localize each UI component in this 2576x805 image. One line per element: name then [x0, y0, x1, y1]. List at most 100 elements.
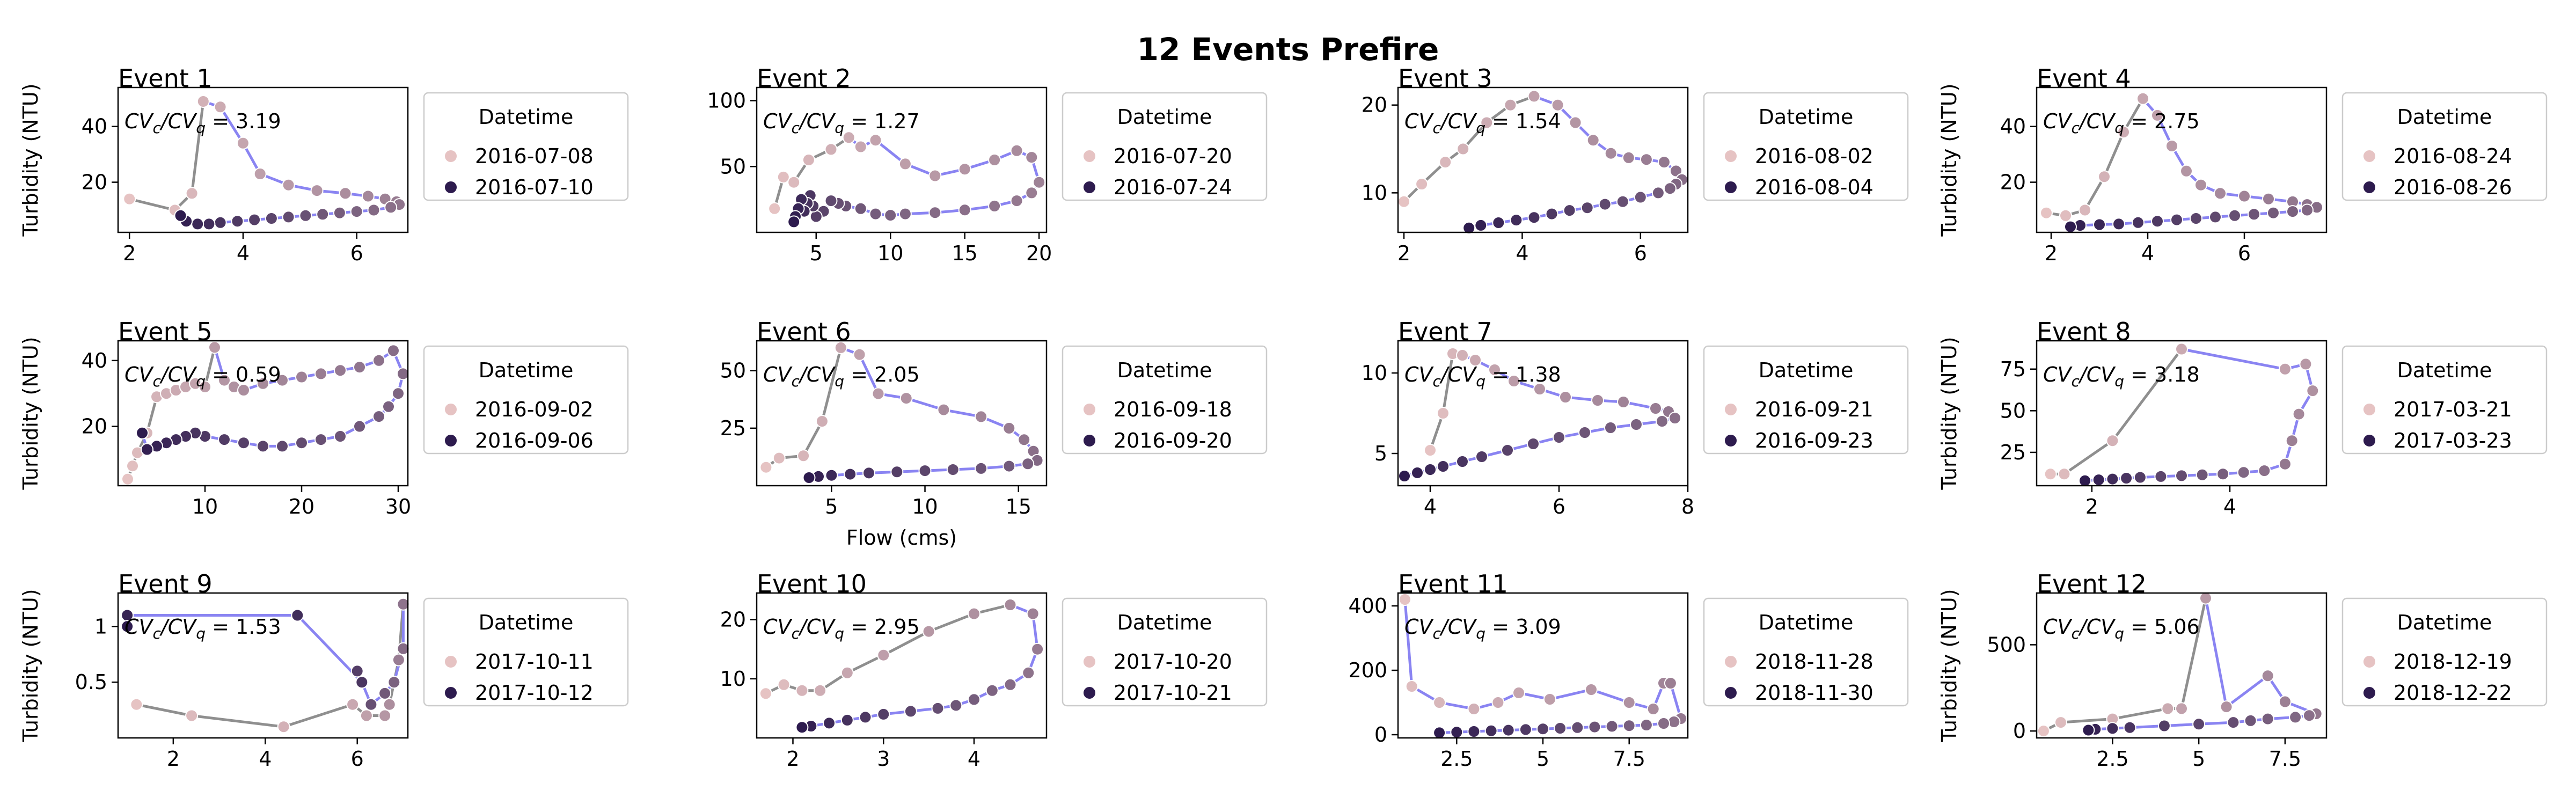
data-point [2098, 170, 2111, 184]
data-point [2258, 464, 2271, 478]
data-point [2289, 711, 2302, 724]
legend-title: Datetime [2397, 611, 2492, 634]
data-point [1604, 421, 1617, 434]
data-point [378, 709, 392, 722]
legend-label: 2016-07-08 [475, 144, 594, 168]
plot-frame [117, 592, 409, 739]
cv-ratio-annotation: CVc/CVq = 0.59 [125, 363, 281, 390]
y-axis-label: Turbidity (NTU) [19, 589, 42, 742]
data-point [815, 415, 829, 428]
data-point [360, 709, 373, 722]
y-tick-label: 20 [82, 171, 107, 194]
data-point [237, 384, 250, 397]
data-point [1527, 211, 1541, 224]
data-point [378, 686, 392, 700]
x-tick-label: 2 [2045, 241, 2058, 265]
x-tick-label: 7.5 [2269, 747, 2301, 771]
data-point [1437, 407, 1450, 420]
data-point [1010, 194, 1023, 208]
data-point [854, 140, 867, 153]
data-point [1450, 726, 1463, 739]
subplot-title: Event 9 [118, 569, 213, 598]
data-point [922, 625, 935, 638]
legend-label: 2018-12-22 [2394, 681, 2512, 705]
x-tick-label: 15 [952, 241, 978, 265]
data-point [2262, 192, 2275, 206]
data-point [1605, 720, 1619, 733]
data-point [823, 716, 836, 730]
data-point [2151, 108, 2164, 122]
data-point [931, 701, 945, 715]
x-tick-label: 20 [289, 495, 314, 518]
y-axis-label: Turbidity (NTU) [19, 83, 42, 237]
data-point [1657, 717, 1670, 730]
data-point [387, 676, 401, 689]
falling-limb-line [2088, 598, 2321, 731]
subplot-6: 5 10 15 25 50 Event 6 CVc/CVq = 2.05 Datetime 20… [720, 317, 1268, 550]
data-point [196, 95, 210, 108]
data-point [383, 698, 396, 711]
data-point [218, 433, 231, 447]
y-tick-label: 0 [1374, 723, 1387, 747]
data-point [862, 466, 875, 480]
x-tick-label: 6 [351, 747, 364, 771]
data-point [346, 698, 360, 711]
legend-title: Datetime [2397, 105, 2492, 129]
legend-marker [1082, 434, 1096, 448]
legend-label: 2016-08-02 [1755, 144, 1874, 168]
data-point [1571, 721, 1584, 734]
data-point [2120, 472, 2133, 485]
data-point [214, 100, 227, 114]
data-point [141, 443, 153, 456]
data-point [1512, 686, 1525, 699]
data-point [276, 440, 289, 453]
legend-marker [1724, 655, 1738, 669]
data-point [236, 136, 250, 150]
subplot-title: Event 6 [757, 317, 851, 346]
legend-marker [444, 434, 458, 448]
x-tick-label: 10 [192, 495, 218, 518]
x-tick-label: 4 [237, 241, 250, 265]
x-tick-label: 2 [167, 747, 180, 771]
x-tick-label: 4 [1516, 241, 1528, 265]
subplot-1: 2 4 6 20 40 Event 1 CVc/CVq = 3.19 Datetime 2016… [19, 64, 629, 265]
x-tick-label: 2.5 [2096, 747, 2128, 771]
data-point [1553, 431, 1565, 444]
data-point [1026, 607, 1040, 620]
plot-frame [117, 340, 409, 487]
data-point [1622, 151, 1635, 164]
legend-marker [1724, 180, 1738, 194]
x-tick-label: 2 [786, 747, 799, 771]
data-point [339, 187, 352, 200]
data-point [1484, 724, 1498, 737]
legend-label: 2018-11-30 [1755, 681, 1874, 705]
legend-frame [423, 92, 629, 201]
legend-title: Datetime [1117, 358, 1212, 382]
x-tick-label: 10 [912, 495, 938, 518]
y-tick-label: 20 [2000, 171, 2026, 194]
data-point [1591, 394, 1604, 407]
subplot-9: 2 4 6 0.5 1 Event 9 CVc/CVq = 1.53 Datetime 2017… [19, 569, 629, 771]
legend-marker [2362, 402, 2376, 416]
data-point [2093, 218, 2106, 231]
data-point [2292, 407, 2306, 421]
legend-frame [423, 597, 629, 707]
data-point [2136, 92, 2149, 105]
data-point [208, 341, 221, 354]
data-point [853, 348, 866, 361]
y-axis-label: Turbidity (NTU) [19, 336, 42, 490]
legend-marker [2362, 180, 2376, 194]
data-point [310, 184, 324, 197]
data-point [355, 676, 369, 689]
data-point [2059, 209, 2072, 222]
data-point [1397, 195, 1410, 208]
data-point [214, 216, 227, 229]
data-point [1492, 216, 1505, 229]
y-tick-label: 20 [1362, 93, 1387, 117]
data-point [2161, 702, 2175, 715]
legend-label: 2016-09-20 [1114, 429, 1232, 452]
y-tick-label: 5 [1374, 442, 1387, 465]
data-point [2301, 203, 2314, 217]
data-point [1467, 725, 1481, 738]
legend-frame [2341, 345, 2548, 455]
